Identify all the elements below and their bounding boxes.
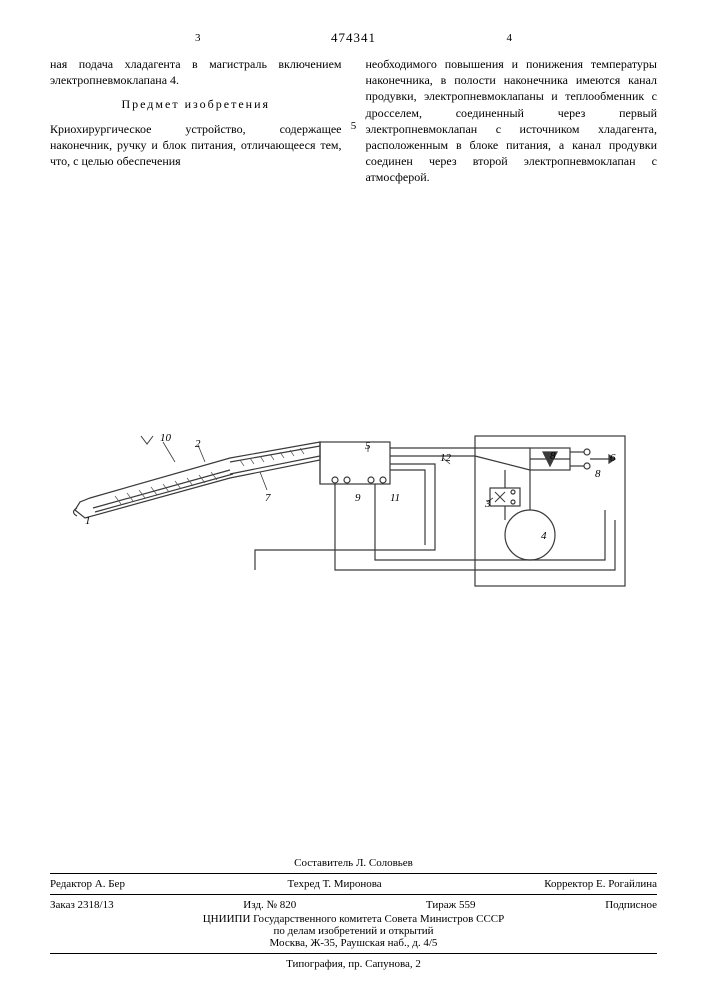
fig-label-1: 1 [85,515,91,527]
right-column: необходимого повышения и понижения темпе… [366,56,658,186]
para-left-1: ная подача хладагента в магистраль включ… [50,56,342,88]
footer-editor: Редактор А. Бер [50,878,125,890]
footer-tirazh: Тираж 559 [426,899,476,911]
footer-techred: Техред Т. Миронова [287,878,381,890]
patent-number: 474341 [50,30,657,46]
footer-org2: по делам изобретений и открытий [50,925,657,937]
fig-label-12: 12 [440,452,451,464]
footer-typography: Типография, пр. Сапунова, 2 [50,958,657,970]
fig-label-8: 8 [550,450,556,462]
col-num-left: 3 [195,32,201,44]
figure: 1 2 3 4 5 6 7 8 9 10 11 12 8 [55,370,655,600]
footer-address: Москва, Ж-35, Раушская наб., д. 4/5 [50,937,657,949]
figure-svg [55,370,655,600]
left-column: ная подача хладагента в магистраль включ… [50,56,342,186]
fig-label-4: 4 [541,530,547,542]
fig-label-7: 7 [265,492,271,504]
footer-podpisnoe: Подписное [605,899,657,911]
fig-label-10: 10 [160,432,171,444]
col-num-right: 4 [507,32,513,44]
fig-label-8b: 8 [595,468,601,480]
fig-label-2: 2 [195,438,201,450]
fig-label-9: 9 [355,492,361,504]
section-title: Предмет изобретения [50,96,342,112]
fig-label-11: 11 [390,492,400,504]
footer-compiler: Составитель Л. Соловьев [50,857,657,869]
footer-corrector: Корректор Е. Рогайлина [544,878,657,890]
para-left-2: Криохирургическое устройство, содержащее… [50,121,342,170]
para-right-1: необходимого повышения и понижения темпе… [366,56,658,186]
fig-label-6: 6 [610,452,616,464]
fig-label-3: 3 [485,498,491,510]
margin-num-5: 5 [351,120,357,132]
footer-izd: Изд. № 820 [243,899,296,911]
fig-label-5: 5 [365,440,371,452]
footer: Составитель Л. Соловьев Редактор А. Бер … [50,857,657,970]
footer-org1: ЦНИИПИ Государственного комитета Совета … [50,913,657,925]
footer-order: Заказ 2318/13 [50,899,114,911]
